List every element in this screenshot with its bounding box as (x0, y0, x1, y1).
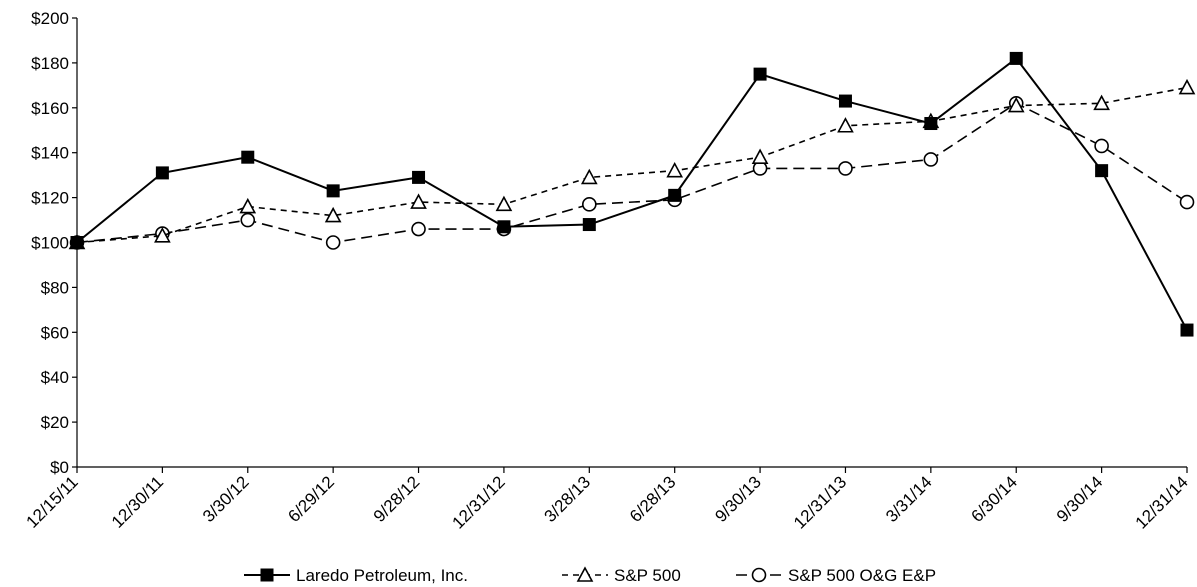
axes (76, 18, 1187, 468)
y-tick-label: $0 (50, 458, 69, 477)
legend-marker (576, 566, 594, 582)
legend-item: S&P 500 O&G E&P (736, 566, 936, 585)
data-point (495, 195, 513, 212)
data-point (497, 220, 511, 234)
legend-label: S&P 500 O&G E&P (788, 566, 936, 585)
data-point (411, 221, 426, 237)
y-tick-label: $20 (41, 413, 69, 432)
series-layer (68, 51, 1196, 337)
y-tick-label: $160 (31, 99, 69, 118)
legend-label: Laredo Petroleum, Inc. (296, 566, 468, 585)
y-ticks: $0 $20 $40 $60 $80 $100 $120 $140 $160 $180 $200 (31, 9, 77, 477)
x-tick-label: 3/31/14 (882, 472, 936, 526)
y-tick-label: $80 (41, 278, 69, 297)
data-point (753, 67, 767, 81)
series-s-p-500 (68, 78, 1196, 250)
data-point (580, 168, 598, 185)
series-s-p-500-o-g-e-p (69, 96, 1195, 250)
data-point (240, 212, 256, 228)
legend: Laredo Petroleum, Inc. S&P 500 S&P 500 O&G… (244, 566, 936, 585)
data-point (326, 184, 340, 198)
y-tick-label: $120 (31, 189, 69, 208)
data-point (1009, 51, 1023, 65)
data-point (1007, 96, 1025, 113)
data-point (838, 94, 852, 108)
data-point (154, 227, 171, 243)
data-point (666, 161, 684, 178)
data-point (751, 148, 769, 164)
x-tick-label: 6/30/14 (968, 472, 1022, 526)
data-point (1095, 164, 1109, 178)
data-point (239, 197, 257, 214)
x-tick-label: 12/30/11 (108, 472, 167, 531)
data-point (582, 197, 597, 212)
legend-item: S&P 500 (562, 566, 681, 585)
data-point (923, 152, 939, 167)
data-point (1094, 138, 1109, 154)
data-point (582, 218, 596, 232)
legend-marker (260, 568, 274, 582)
x-tick-label: 12/31/13 (790, 472, 850, 532)
data-point (837, 117, 854, 133)
data-point (924, 117, 938, 131)
x-tick-label: 9/30/13 (711, 472, 765, 526)
y-tick-label: $200 (31, 9, 69, 28)
x-ticks: 12/15/11 12/30/11 3/30/12 6/29/12 9/28/12 12/… (22, 467, 1192, 533)
x-tick-label: 12/31/14 (1132, 472, 1192, 532)
data-point (1179, 194, 1195, 210)
data-point (70, 236, 84, 249)
data-point (155, 166, 169, 180)
data-point (1093, 94, 1110, 111)
legend-item: Laredo Petroleum, Inc. (244, 566, 468, 585)
series-laredo-petroleum-inc (70, 51, 1194, 337)
y-tick-label: $140 (31, 144, 69, 163)
data-point (324, 206, 342, 223)
data-point (412, 170, 426, 184)
x-tick-label: 12/15/11 (22, 472, 81, 531)
x-tick-label: 6/28/13 (626, 472, 680, 526)
x-tick-label: 12/31/12 (449, 472, 509, 532)
data-point (668, 188, 682, 202)
legend-label: S&P 500 (614, 566, 681, 585)
x-tick-label: 6/29/12 (284, 472, 338, 526)
y-tick-label: $180 (31, 54, 69, 73)
data-point (1180, 323, 1194, 337)
data-point (838, 161, 853, 176)
x-tick-label: 9/28/12 (370, 472, 424, 526)
x-tick-label: 3/30/12 (199, 472, 253, 526)
y-tick-label: $60 (41, 323, 69, 342)
y-tick-label: $100 (31, 234, 69, 253)
series-line (76, 102, 1188, 244)
series-line (76, 57, 1188, 331)
legend-marker (751, 567, 767, 583)
series-line (76, 86, 1188, 244)
y-tick-label: $40 (41, 368, 69, 387)
x-tick-label: 3/28/13 (541, 472, 595, 526)
data-point (241, 150, 255, 164)
data-point (410, 193, 427, 209)
data-point (1178, 78, 1196, 95)
data-point (325, 235, 341, 250)
x-tick-label: 9/30/14 (1053, 472, 1107, 526)
